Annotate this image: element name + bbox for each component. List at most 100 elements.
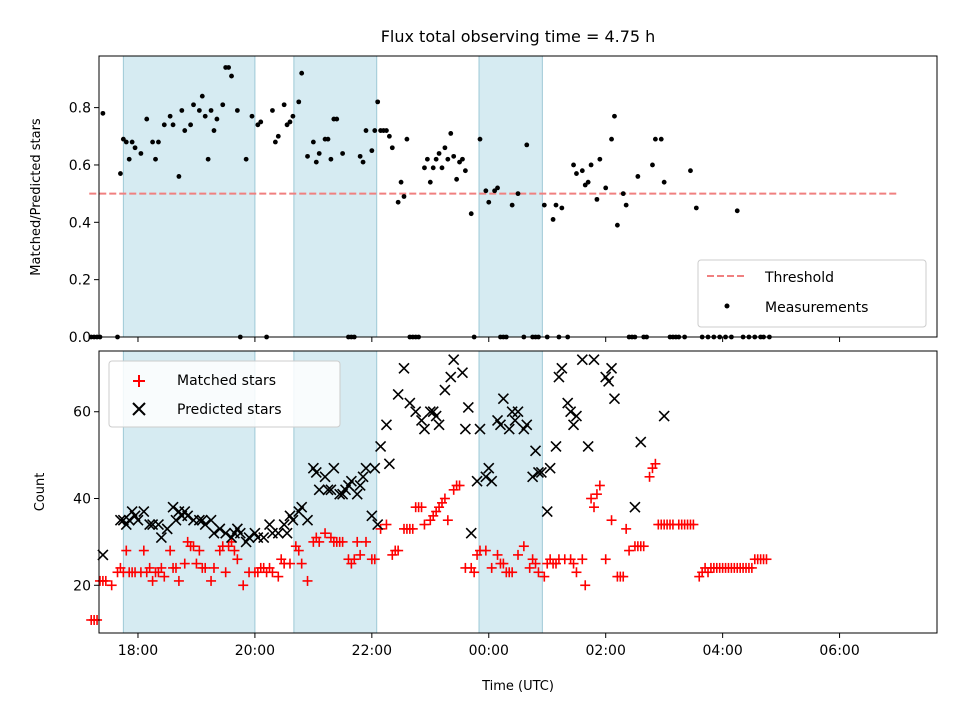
- matched-star-point: [407, 523, 418, 534]
- predicted-star-point: [509, 414, 521, 426]
- matched-star-point: [337, 536, 348, 547]
- predicted-star-point: [301, 514, 314, 526]
- measurement-point: [652, 136, 658, 142]
- measurement-point: [316, 151, 322, 156]
- measurement-point: [635, 174, 641, 179]
- shaded-interval: [478, 55, 543, 338]
- measurement-point: [363, 128, 369, 133]
- matched-star-point: [439, 493, 450, 504]
- matched-star-point: [296, 558, 307, 569]
- measurement-point: [574, 171, 579, 176]
- top-x-ticks: [137, 337, 841, 342]
- shaded-interval: [478, 350, 543, 634]
- predicted-star-point: [155, 531, 167, 544]
- measurement-point: [234, 108, 240, 113]
- predicted-star-point: [550, 440, 562, 453]
- predicted-star-point: [658, 410, 670, 422]
- measurement-point: [430, 165, 436, 171]
- measurement-point: [310, 139, 316, 145]
- predicted-star-point: [404, 397, 416, 409]
- predicted-star-point: [562, 397, 574, 409]
- top-y-ticks: 0.0 0.2 0.4 0.6 0.8: [69, 101, 99, 346]
- bottom-x-ticks: 18:00 20:00 22:00 00:00 02:00 04:00 06:00: [118, 633, 860, 659]
- measurement-point: [281, 102, 287, 108]
- matched-star-point: [267, 567, 278, 578]
- matched-star-point: [518, 541, 529, 552]
- predicted-star-point: [529, 445, 542, 457]
- measurement-point: [138, 151, 144, 156]
- measurement-point: [427, 179, 433, 185]
- matched-star-point: [284, 558, 295, 569]
- predicted-star-point: [521, 419, 533, 431]
- matched-star-point: [539, 571, 550, 582]
- x-tick-label: 00:00: [469, 643, 509, 659]
- predicted-star-point: [445, 371, 457, 383]
- y-tick-label: 20: [73, 578, 91, 594]
- measurement-point: [404, 136, 410, 142]
- bottom-y-axis-label: Count: [33, 473, 48, 512]
- measurements-legend-marker: [724, 303, 730, 309]
- matched-star-point: [761, 554, 772, 565]
- matched-star-point: [638, 541, 649, 552]
- measurement-point: [483, 188, 489, 194]
- matched-star-point: [480, 545, 491, 556]
- matched-star-point: [419, 519, 430, 530]
- predicted-star-point: [410, 406, 422, 418]
- predicted-star-point: [234, 527, 246, 539]
- predicted-star-point: [459, 423, 471, 435]
- measurement-point: [658, 136, 664, 142]
- measurement-point: [199, 93, 205, 99]
- predicted-star-point: [208, 527, 220, 539]
- predicted-star-point: [328, 462, 340, 474]
- measurement-point: [448, 131, 454, 136]
- bottom-y-ticks: 20 40 60: [73, 405, 99, 594]
- matched-star-point: [442, 515, 453, 526]
- x-tick-label: 20:00: [235, 643, 275, 659]
- measurement-point: [401, 194, 407, 199]
- measurement-point: [313, 159, 319, 165]
- matched-star-point: [577, 554, 588, 565]
- predicted-star-point: [474, 423, 486, 435]
- measurement-point: [588, 162, 594, 168]
- matched-star-point: [138, 545, 149, 556]
- measurement-point: [609, 136, 614, 142]
- matched-star-point: [273, 571, 284, 582]
- measurement-point: [384, 128, 389, 133]
- predicted-star-point: [588, 354, 600, 366]
- predicted-star-point: [541, 505, 553, 518]
- measurement-point: [299, 70, 305, 76]
- matched-star-point: [170, 562, 181, 573]
- predicted-star-point: [433, 419, 445, 431]
- bottom-plot-frame: [98, 350, 938, 634]
- predicted-star-point: [448, 354, 460, 366]
- predicted-star-point: [199, 518, 211, 531]
- measurement-point: [509, 202, 515, 208]
- matched-star-point: [320, 528, 331, 539]
- predicted-star-point: [345, 475, 357, 487]
- measurement-point: [272, 139, 278, 145]
- predicted-star-point: [582, 440, 594, 453]
- predicted-star-point: [325, 484, 337, 496]
- matched-star-point: [100, 575, 111, 586]
- measurement-point: [123, 139, 129, 145]
- measurements-legend-label: Measurements: [765, 300, 868, 316]
- measurement-point: [386, 133, 392, 139]
- predicted-star-point: [629, 501, 641, 513]
- matched-star-point: [200, 562, 211, 573]
- measurement-point: [623, 202, 629, 208]
- top-shaded-intervals: [122, 55, 543, 338]
- measurement-point: [328, 156, 334, 162]
- y-tick-label: 60: [73, 405, 91, 421]
- measurement-point: [132, 145, 138, 151]
- matched-star-point: [220, 567, 231, 578]
- matched-star-point: [688, 519, 699, 530]
- measurement-point: [650, 162, 655, 168]
- predicted-star-point: [424, 406, 436, 418]
- matched-star-point: [173, 575, 184, 586]
- predicted-star-point: [462, 401, 474, 413]
- measurement-point: [451, 153, 457, 159]
- measurement-point: [541, 202, 547, 208]
- measurement-point: [153, 156, 158, 162]
- measurement-point: [445, 156, 451, 162]
- predicted-star-point: [380, 419, 393, 431]
